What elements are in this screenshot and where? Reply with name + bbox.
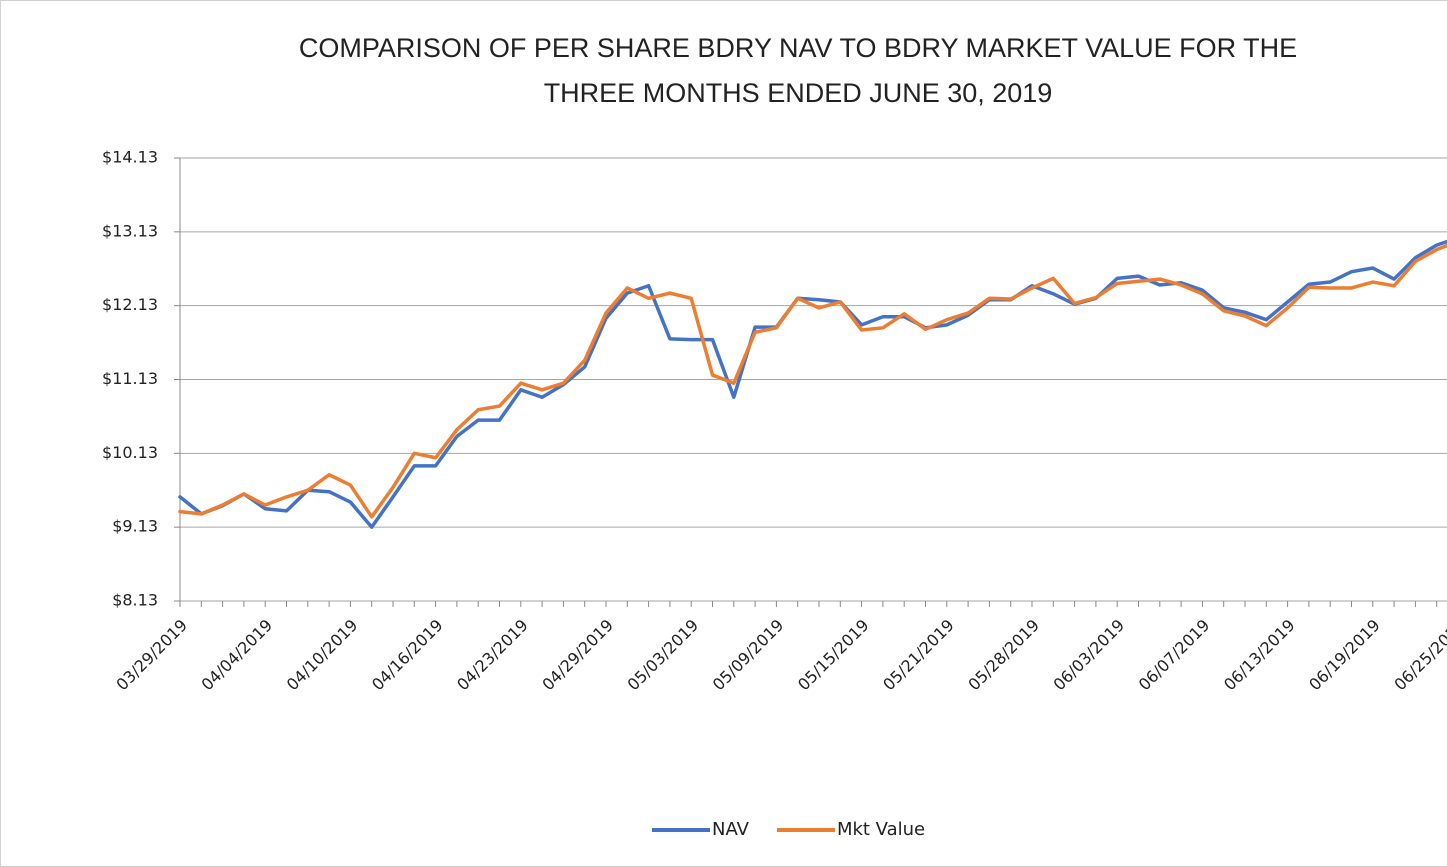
chart-title: THREE MONTHS ENDED JUNE 30, 2019 — [544, 78, 1053, 108]
y-tick-label: $8.13 — [112, 591, 158, 610]
data-line — [178, 243, 1447, 519]
y-tick-label: $11.13 — [102, 369, 158, 388]
y-tick-label: $9.13 — [112, 517, 158, 536]
legend-label: Mkt Value — [837, 819, 925, 840]
y-tick-label: $14.13 — [102, 148, 158, 167]
y-tick-label: $12.13 — [102, 295, 158, 314]
y-tick-label: $10.13 — [102, 443, 158, 462]
legend-label: NAV — [712, 819, 750, 840]
y-tick-label: $13.13 — [102, 221, 158, 240]
chart-title: COMPARISON OF PER SHARE BDRY NAV TO BDRY… — [299, 33, 1297, 63]
data-line — [178, 239, 1447, 529]
